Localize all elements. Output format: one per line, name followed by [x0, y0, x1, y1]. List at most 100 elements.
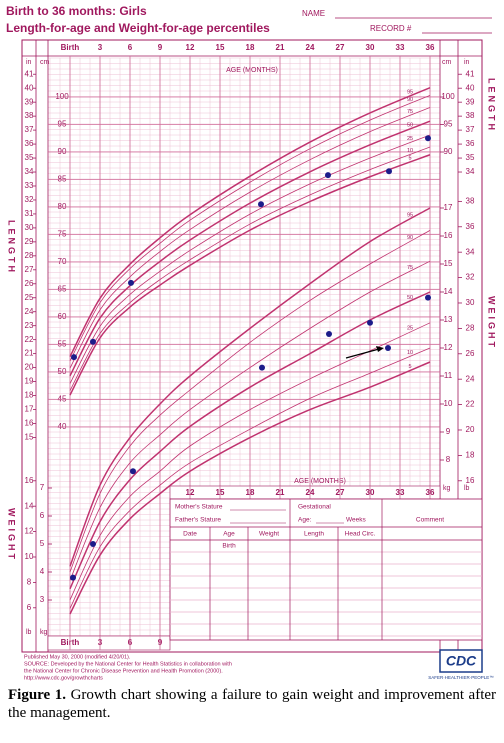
percentile-curve — [69, 146, 431, 391]
percentile-label: 10 — [407, 350, 413, 356]
unit-label: kg — [443, 485, 451, 492]
logo-box — [439, 649, 483, 673]
tick-label: 26 — [25, 279, 34, 288]
tick-label: 24 — [466, 374, 475, 383]
data-point — [258, 201, 264, 208]
tick-label: 15 — [25, 433, 34, 442]
age-tick-label: 21 — [276, 43, 285, 52]
age-tick-label: 33 — [396, 43, 405, 52]
tick-label: 26 — [466, 349, 475, 358]
tick-label: 25 — [25, 293, 34, 302]
tick-label: 39 — [466, 97, 475, 106]
data-point — [385, 345, 391, 351]
age-tick-label: 12 — [186, 43, 195, 52]
tick-label: 6 — [27, 603, 32, 612]
percentile-curve — [69, 94, 431, 362]
form-text: Head Circ. — [345, 531, 376, 538]
tick-label: 11 — [444, 371, 453, 380]
tick-label: 40 — [25, 83, 34, 92]
side-label: WEIGHT — [7, 508, 17, 562]
tick-label: 31 — [25, 209, 34, 218]
form-text: Weeks — [346, 517, 366, 524]
data-point — [130, 468, 136, 475]
footer-text: http://www.cdc.gov/growthcharts — [24, 675, 103, 681]
tick-label: 100 — [441, 92, 455, 101]
unit-label: kg — [40, 629, 48, 636]
tick-label: 28 — [466, 323, 475, 332]
age-tick-label: 15 — [216, 43, 225, 52]
data-point — [70, 574, 76, 581]
age-tick-label: 36 — [426, 43, 435, 52]
tick-label: 75 — [58, 230, 67, 239]
percentile-label: 25 — [407, 136, 413, 142]
age-tick-label: 3 — [98, 43, 103, 52]
percentile-label: 10 — [407, 148, 413, 154]
side-label: LENGTH — [7, 220, 17, 275]
record-form: Mother's Stature Father's Stature Gestatio… — [169, 498, 483, 641]
form-text: Mother's Stature — [175, 504, 223, 511]
form-box — [169, 498, 483, 641]
tick-label: 16 — [25, 419, 34, 428]
age-tick-label: 9 — [158, 43, 163, 52]
tick-label: 19 — [25, 377, 34, 386]
tick-label: 6 — [40, 511, 45, 520]
form-text: Birth — [222, 543, 236, 550]
tick-label: 29 — [25, 237, 34, 246]
tick-label: 18 — [466, 450, 475, 459]
tick-label: 95 — [444, 120, 453, 129]
tick-label: 12 — [25, 527, 34, 536]
tick-label: 22 — [25, 335, 34, 344]
tick-label: 7 — [40, 483, 45, 492]
age-tick-label: 6 — [128, 43, 133, 52]
tick-label: 85 — [58, 175, 67, 184]
tick-label: 17 — [444, 203, 453, 212]
data-point — [386, 168, 392, 175]
tick-label: 17 — [25, 405, 34, 414]
tick-label: 8 — [446, 455, 451, 464]
tick-label: 21 — [25, 349, 34, 358]
tick-label: 45 — [58, 395, 67, 404]
tick-label: 20 — [25, 363, 34, 372]
form-text: Father's Stature — [175, 517, 221, 524]
tick-label: 50 — [58, 367, 67, 376]
data-point — [71, 354, 77, 361]
caption: Figure 1. Growth chart showing a failure… — [8, 686, 496, 722]
age-axis-label: AGE (MONTHS) — [226, 67, 278, 74]
form-text: Date — [183, 531, 197, 538]
tick-label: 39 — [25, 97, 34, 106]
tick-label: 12 — [444, 343, 453, 352]
tick-label: 70 — [58, 257, 67, 266]
form-text: Age — [223, 531, 235, 538]
tick-label: 34 — [466, 167, 475, 176]
name-label: NAME — [302, 9, 325, 18]
tick-label: 36 — [466, 139, 475, 148]
tick-label: 5 — [40, 539, 45, 548]
percentile-label: 5 — [408, 364, 411, 370]
footer-text: the National Center for Chronic Disease … — [24, 668, 223, 674]
unit-label: in — [26, 59, 32, 66]
growth-chart: Birth to 36 months: Girls Length-for-age… — [6, 4, 497, 681]
side-label: LENGTH — [487, 78, 497, 133]
tick-label: 34 — [466, 247, 475, 256]
tick-label: 22 — [466, 400, 475, 409]
percentile-curve — [69, 207, 431, 567]
data-point — [90, 541, 96, 547]
tick-label: 30 — [25, 223, 34, 232]
unit-label: cm — [442, 59, 452, 66]
percentile-curve — [69, 134, 431, 384]
chart-title: Birth to 36 months: Girls — [6, 4, 147, 18]
percentile-curve — [69, 322, 431, 601]
percentile-curve — [69, 107, 431, 369]
tick-label: 60 — [58, 312, 67, 321]
tick-label: 37 — [466, 125, 475, 134]
bottom-age-row — [47, 635, 171, 651]
tick-label: 32 — [25, 195, 34, 204]
percentile-curve — [69, 291, 431, 590]
tick-label: 35 — [466, 153, 475, 162]
data-point — [367, 319, 373, 326]
tick-label: 90 — [444, 147, 453, 156]
percentile-curve — [69, 260, 431, 581]
tick-label: 95 — [58, 120, 67, 129]
tick-label: 36 — [466, 222, 475, 231]
